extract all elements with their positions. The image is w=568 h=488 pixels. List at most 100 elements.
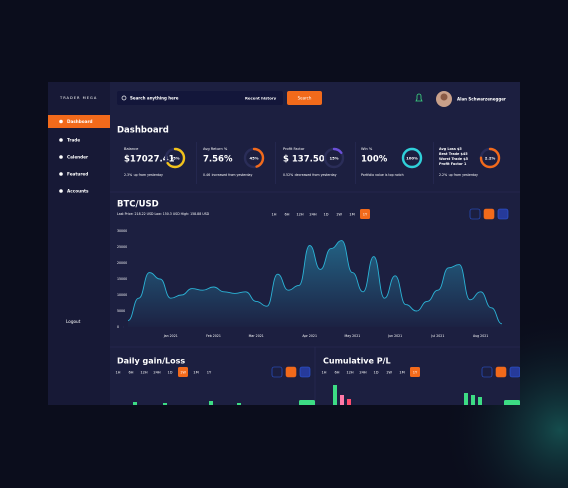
card-note: up from yesterday	[134, 173, 163, 177]
menu-icon	[59, 155, 63, 159]
x-tick-label: Jul 2021	[430, 334, 444, 338]
bar	[209, 401, 213, 405]
card-change: 0.46	[203, 173, 210, 177]
range-button[interactable]: 12H	[140, 371, 148, 375]
range-button[interactable]: 6H	[285, 213, 290, 217]
x-tick-label: Feb 2021	[206, 334, 221, 338]
x-tick-label: Jun 2021	[387, 334, 402, 338]
chart-tool[interactable]	[271, 366, 283, 378]
ring-label: 15%	[329, 156, 338, 161]
x-tick-label: Mar 2021	[249, 334, 264, 338]
ring	[164, 147, 186, 169]
range-button[interactable]: 1M	[349, 213, 354, 217]
card-label: Profit Factor	[283, 147, 305, 151]
chart-tool[interactable]	[481, 366, 493, 378]
card-line: Best Trade $45	[439, 152, 468, 156]
range-button[interactable]: 1M	[193, 371, 198, 375]
price-line	[127, 240, 503, 325]
y-tick-label: 0	[117, 325, 119, 329]
bell-icon[interactable]	[415, 93, 423, 102]
range-button[interactable]: 24H	[309, 213, 317, 217]
ring-label: 45%	[249, 156, 258, 161]
search-box[interactable]	[117, 91, 283, 105]
chart-tool[interactable]	[285, 366, 297, 378]
range-button[interactable]: 1Y	[413, 371, 418, 375]
user-name[interactable]: Alan Schwarzenegger	[457, 97, 506, 102]
range-button[interactable]: 1Y	[363, 213, 368, 217]
menu-item[interactable]: Trade	[67, 138, 80, 143]
range-active	[360, 209, 370, 219]
menu-icon	[59, 119, 63, 124]
ring-label: 2.2%	[485, 156, 496, 161]
x-tick-label: Jan 2021	[163, 334, 178, 338]
menu-item[interactable]: Calender	[67, 155, 89, 160]
x-tick-label: Aug 2021	[473, 334, 488, 338]
menu-item[interactable]: Accounts	[67, 189, 89, 194]
card-change: 0.52%	[283, 173, 293, 177]
range-button[interactable]: 1Y	[207, 371, 212, 375]
search-button[interactable]	[287, 91, 322, 105]
panel-title: Daily gain/Loss	[117, 357, 185, 366]
range-active	[178, 367, 188, 377]
chart-tool[interactable]	[509, 366, 520, 378]
bar	[347, 399, 351, 405]
bar	[340, 395, 344, 405]
range-button[interactable]: 12H	[296, 213, 304, 217]
card-label: Balance	[124, 147, 139, 151]
menu-item[interactable]: Featured	[67, 172, 88, 177]
ring-label: 65%	[170, 156, 179, 161]
range-button[interactable]: 6H	[129, 371, 134, 375]
range-button[interactable]: 1H	[272, 213, 277, 217]
ring-label: 100%	[406, 156, 418, 161]
card-label: Avg Return %	[203, 147, 228, 151]
badge	[504, 400, 520, 405]
range-button[interactable]: 1H	[116, 371, 121, 375]
ring	[243, 147, 265, 169]
card-note: increased from yesterday	[212, 173, 253, 177]
range-button[interactable]: 1D	[323, 213, 328, 217]
avatar-face	[440, 93, 448, 101]
search-placeholder: Search anything here	[130, 96, 179, 101]
menu-active	[48, 115, 110, 128]
range-button[interactable]: 24H	[359, 371, 367, 375]
logo: TRADER MEGA	[59, 96, 97, 100]
card-value: $17027.41	[124, 155, 175, 165]
chart-tool[interactable]	[299, 366, 311, 378]
menu-icon	[59, 138, 63, 142]
range-button[interactable]: 1D	[167, 371, 172, 375]
card-change: 2.2%	[439, 173, 447, 177]
range-button[interactable]: 1M	[399, 371, 404, 375]
logout[interactable]: Logout	[66, 319, 81, 324]
search-button-label: Search	[298, 96, 312, 101]
range-button[interactable]: 1D	[373, 371, 378, 375]
range-button[interactable]: 6H	[335, 371, 340, 375]
card-value: $ 137.50	[283, 155, 325, 165]
chart-tool[interactable]	[483, 208, 495, 220]
main-bg	[48, 82, 520, 405]
ring	[401, 147, 423, 169]
card-line: Worst Trade $5	[439, 157, 469, 161]
card-separator	[275, 142, 276, 184]
menu-item[interactable]: Dashboard	[67, 119, 93, 124]
y-tick-label: 20000	[117, 261, 127, 265]
chart-tool[interactable]	[497, 208, 509, 220]
range-button[interactable]: 1W	[180, 371, 186, 375]
range-button[interactable]: 1W	[386, 371, 392, 375]
bar	[333, 385, 337, 405]
range-button[interactable]: 1H	[322, 371, 327, 375]
bar	[464, 393, 468, 405]
menu-icon	[59, 172, 63, 176]
card-label: Win %	[361, 147, 373, 151]
range-button[interactable]: 12H	[346, 371, 354, 375]
panel-title: Cumulative P/L	[323, 357, 391, 366]
range-button[interactable]: 1W	[336, 213, 342, 217]
recent-history[interactable]: Recent history	[245, 96, 277, 101]
bar	[237, 403, 241, 405]
chart-tool[interactable]	[469, 208, 481, 220]
range-button[interactable]: 24H	[153, 371, 161, 375]
y-tick-label: 10000	[117, 293, 127, 297]
chart-tool[interactable]	[495, 366, 507, 378]
range-active	[410, 367, 420, 377]
